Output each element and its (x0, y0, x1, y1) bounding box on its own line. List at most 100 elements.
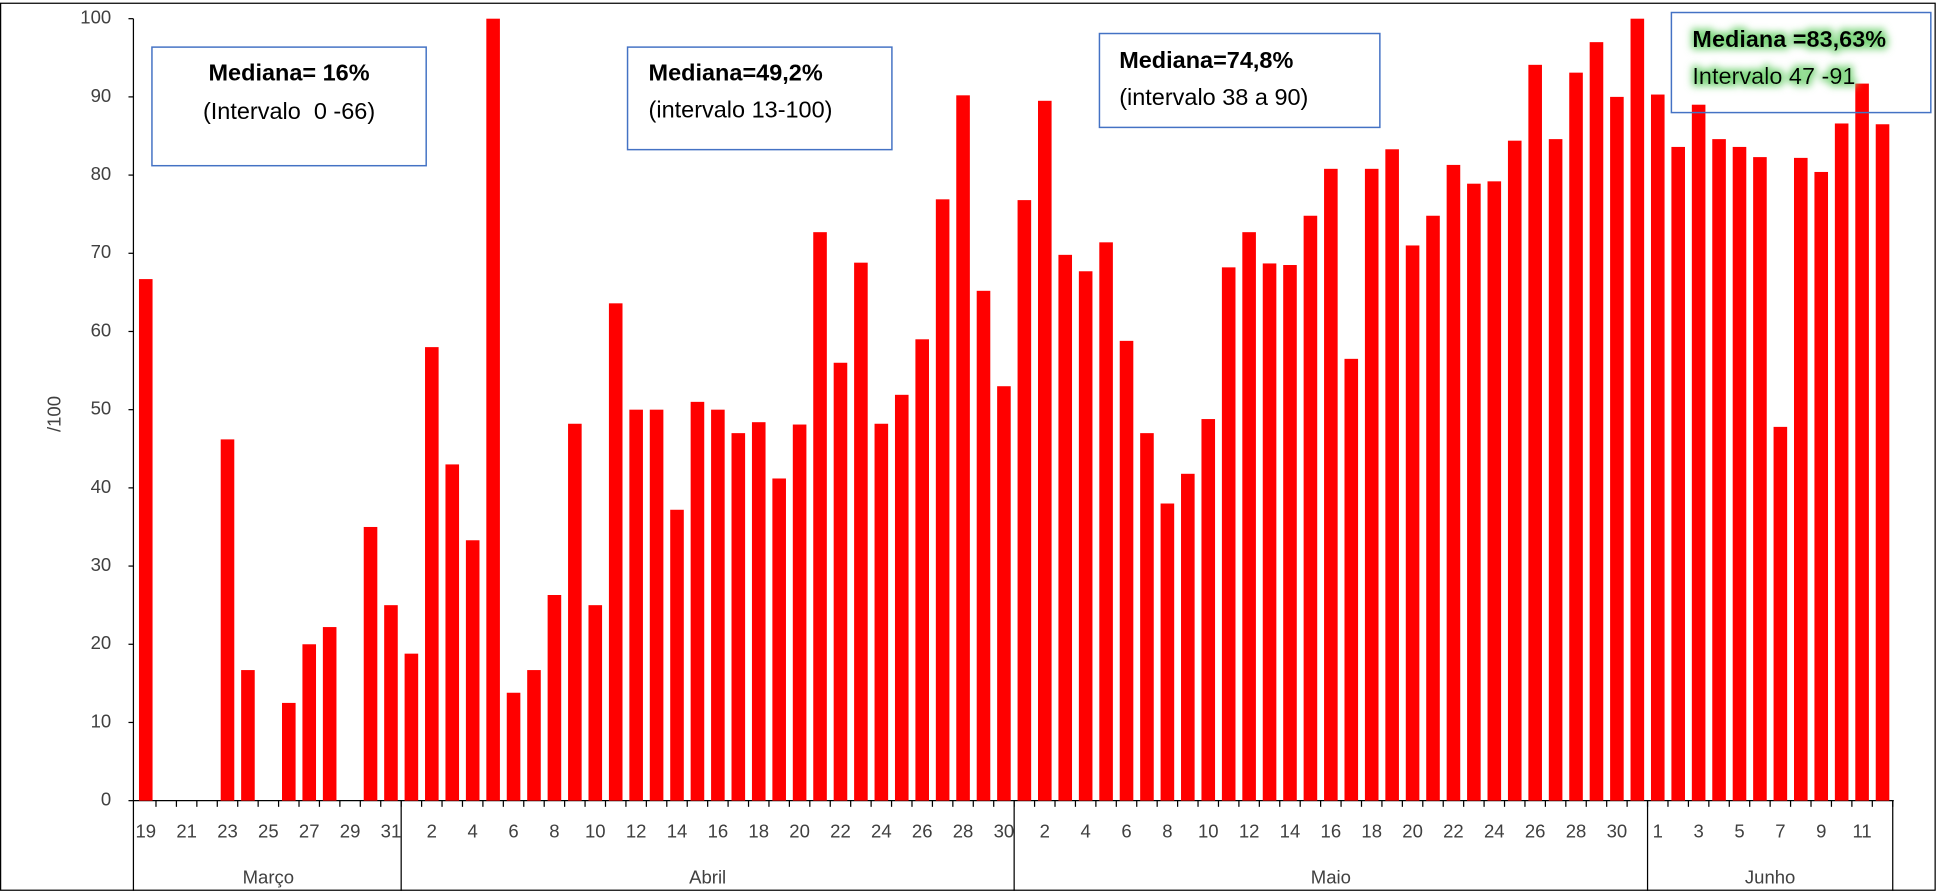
y-tick-label: 10 (91, 710, 112, 731)
x-tick-label: 2 (1040, 821, 1050, 842)
annotation-title: Mediana=49,2% (649, 59, 823, 85)
annotation-box (151, 46, 427, 167)
y-tick-label: 0 (101, 789, 111, 810)
annotation-box (626, 46, 893, 151)
x-tick-label: 1 (1653, 821, 1663, 842)
annotation-box (1670, 11, 1932, 114)
annotation-text: Intervalo 47 -91 (1692, 63, 1855, 89)
bar (404, 653, 419, 801)
x-tick-label: 24 (1484, 821, 1505, 842)
bar (1732, 146, 1747, 801)
x-tick-label: 16 (1321, 821, 1342, 842)
bar (1037, 100, 1052, 801)
bar (425, 347, 439, 801)
x-tick-label: 22 (830, 821, 851, 842)
bar (1221, 267, 1236, 801)
bar (384, 605, 398, 801)
y-tick-label: 80 (91, 163, 112, 184)
bar (1140, 433, 1154, 801)
bar (1834, 123, 1849, 801)
bar (527, 670, 541, 801)
bar (649, 409, 664, 801)
x-tick-label: 24 (871, 821, 892, 842)
bar (1793, 157, 1808, 801)
bar (1467, 183, 1481, 801)
bar (302, 644, 317, 801)
annotation-text: (intervalo 38 a 90) (1119, 84, 1308, 110)
bar (1875, 124, 1890, 801)
x-tick-label: 18 (1361, 821, 1382, 842)
x-tick-label: 26 (1525, 821, 1546, 842)
x-tick-label: 25 (258, 821, 279, 842)
y-tick-label: 60 (91, 319, 112, 340)
x-tick-label: 20 (789, 821, 810, 842)
bar (874, 423, 889, 801)
y-tick-label: 30 (91, 554, 112, 575)
x-tick-label: 18 (748, 821, 769, 842)
x-tick-label: 19 (135, 821, 156, 842)
x-tick-label: 30 (1607, 821, 1628, 842)
bar (506, 692, 521, 801)
x-tick-label: 27 (299, 821, 320, 842)
x-tick-label: 30 (994, 821, 1015, 842)
y-tick-label: 100 (80, 7, 111, 28)
annotation-text: (Intervalo 0 -66) (203, 98, 375, 124)
bar (711, 409, 725, 801)
bar (1569, 72, 1583, 801)
annotation-title: Mediana=74,8% (1119, 47, 1293, 73)
bar (1814, 171, 1829, 801)
bar (1426, 215, 1440, 801)
x-tick-label: 6 (1121, 821, 1131, 842)
bar (1283, 265, 1297, 801)
annotation-text: (intervalo 13-100) (649, 97, 833, 123)
x-tick-label: 14 (667, 821, 688, 842)
bar (854, 262, 868, 801)
x-tick-label: 14 (1280, 821, 1301, 842)
x-tick-label: 31 (381, 821, 402, 842)
bar (1385, 149, 1399, 801)
x-tick-label: 5 (1734, 821, 1744, 842)
x-tick-label: 4 (1081, 821, 1091, 842)
bar (1201, 419, 1216, 801)
bar (956, 95, 970, 801)
bar (976, 290, 991, 801)
bar (1324, 168, 1338, 801)
x-tick-label: 29 (340, 821, 361, 842)
bar (1487, 181, 1502, 801)
bar (731, 433, 746, 801)
x-tick-label: 26 (912, 821, 933, 842)
y-tick-label: 20 (91, 632, 112, 653)
bar (363, 526, 378, 801)
x-tick-label: 7 (1775, 821, 1785, 842)
x-tick-label: 21 (176, 821, 197, 842)
bar (1712, 139, 1726, 801)
x-tick-label: 4 (468, 821, 478, 842)
group-label: Maio (1311, 866, 1351, 887)
x-tick-label: 10 (1198, 821, 1219, 842)
x-tick-label: 20 (1402, 821, 1423, 842)
y-tick-label: 90 (91, 85, 112, 106)
annotation-box (1098, 32, 1381, 129)
bar (1610, 96, 1624, 801)
bar (1017, 200, 1032, 801)
bar (1160, 503, 1175, 801)
bar (1630, 18, 1645, 801)
x-tick-label: 12 (1239, 821, 1260, 842)
bar (486, 18, 500, 801)
bar (588, 605, 603, 801)
bar (1099, 242, 1113, 801)
bar (1303, 215, 1318, 801)
x-tick-label: 23 (217, 821, 238, 842)
y-axis-label: /100 (43, 396, 64, 432)
bar (1364, 168, 1379, 801)
x-tick-label: 8 (1162, 821, 1172, 842)
bar (1058, 254, 1073, 801)
bar (935, 199, 950, 801)
bar (670, 509, 684, 801)
x-tick-label: 28 (953, 821, 974, 842)
y-tick-label: 50 (91, 398, 112, 419)
bar (1262, 263, 1277, 801)
annotation-title: Mediana =83,63% (1692, 26, 1886, 52)
x-tick-label: 9 (1816, 821, 1826, 842)
